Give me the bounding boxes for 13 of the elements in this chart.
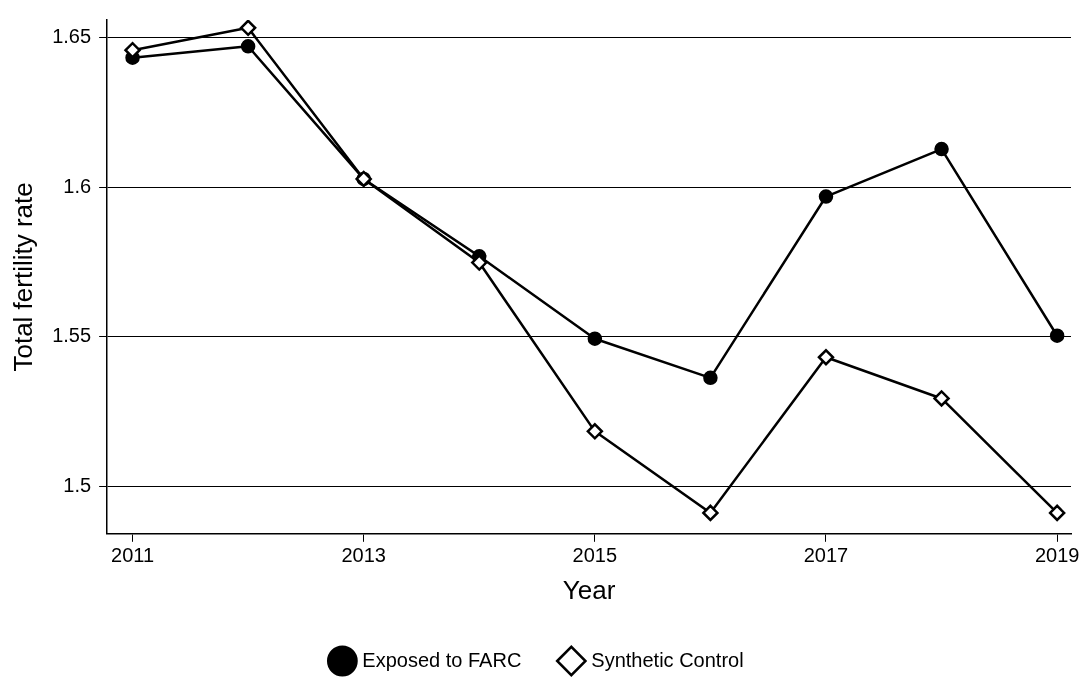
y-axis-title: Total fertility rate: [7, 182, 38, 372]
x-tick-label: 2019: [1034, 544, 1080, 567]
y-tick-label: 1.6: [63, 174, 92, 197]
x-tick-label: 2013: [341, 544, 386, 567]
legend-label: Synthetic Control: [591, 648, 744, 671]
y-tick-label: 1.5: [63, 473, 92, 496]
x-axis-title: Year: [562, 574, 616, 605]
y-tick-label: 1.55: [52, 324, 92, 347]
x-tick-label: 2017: [803, 544, 849, 567]
x-tick-label: 2011: [111, 544, 155, 567]
y-tick-label: 1.65: [52, 25, 92, 48]
x-tick-label: 2015: [572, 544, 618, 567]
legend-label: Exposed to FARC: [362, 648, 522, 671]
